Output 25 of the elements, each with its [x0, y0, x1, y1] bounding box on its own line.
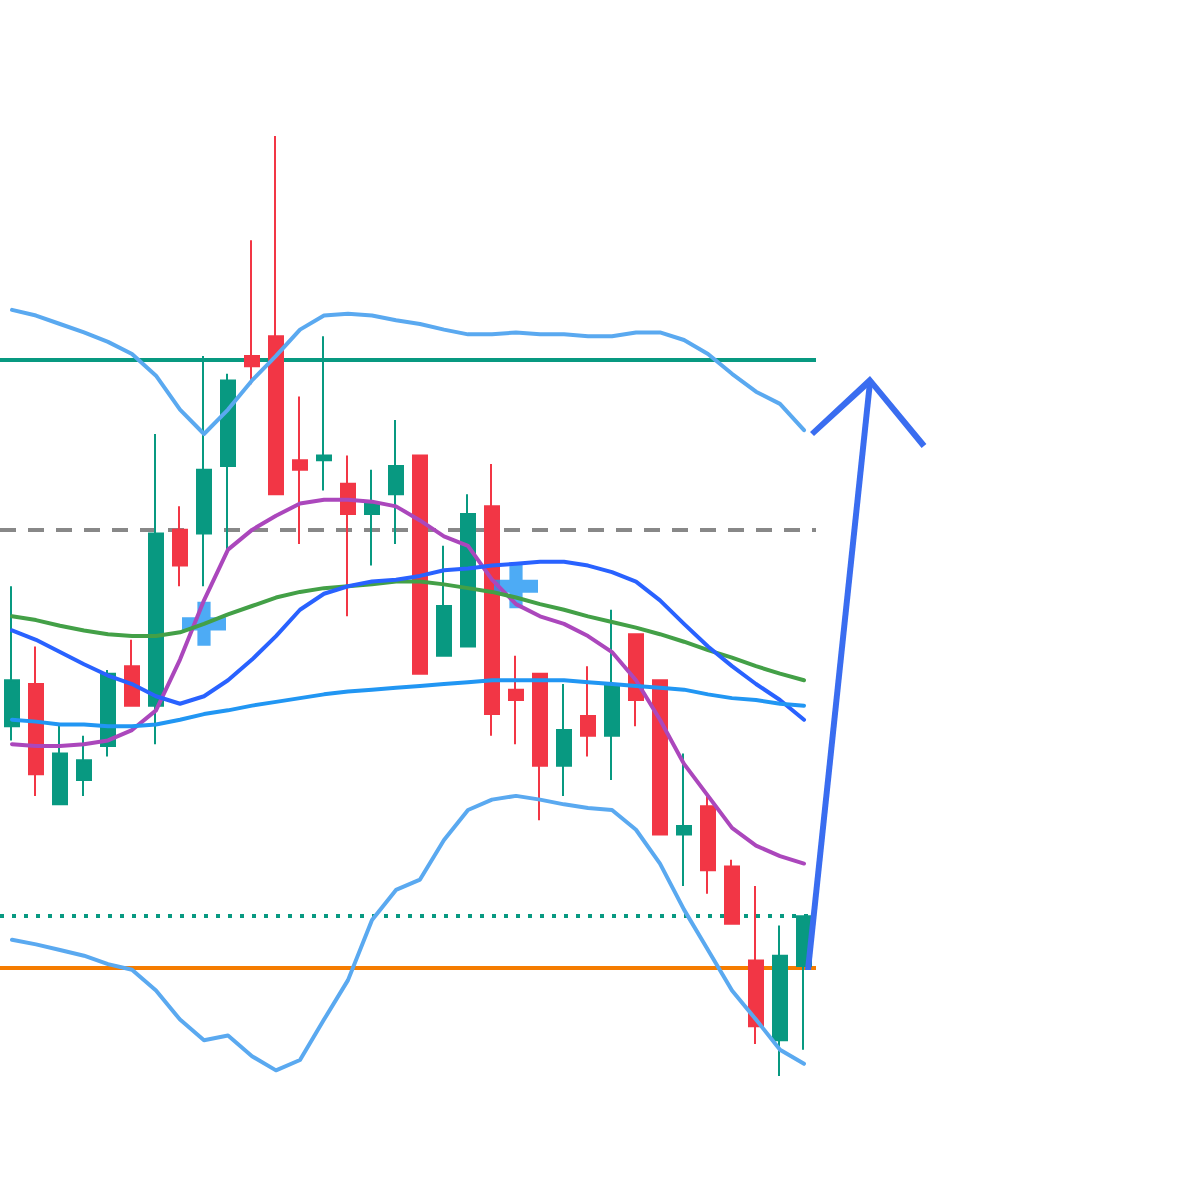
candlestick — [148, 432, 164, 746]
candlestick — [748, 885, 764, 1046]
candlestick — [460, 493, 476, 648]
candlestick — [604, 608, 620, 781]
candlestick — [700, 793, 716, 895]
candlestick — [268, 135, 284, 496]
candlestick — [652, 679, 668, 836]
candlestick — [388, 418, 404, 545]
candlestick — [172, 505, 188, 588]
candlestick — [508, 654, 524, 746]
candlestick — [556, 683, 572, 797]
candlestick — [292, 395, 308, 545]
candlestick — [28, 645, 44, 797]
candlestick — [532, 672, 548, 822]
candlestick — [772, 924, 788, 1077]
candlestick — [340, 454, 356, 618]
candlestick — [4, 585, 20, 742]
candlestick — [580, 665, 596, 758]
candlestick — [76, 734, 92, 797]
candlestick — [676, 752, 692, 888]
candlestick — [724, 858, 740, 925]
candlestick — [436, 544, 452, 657]
candlestick — [52, 723, 68, 806]
candlestick — [412, 454, 428, 675]
candlestick — [364, 468, 380, 567]
